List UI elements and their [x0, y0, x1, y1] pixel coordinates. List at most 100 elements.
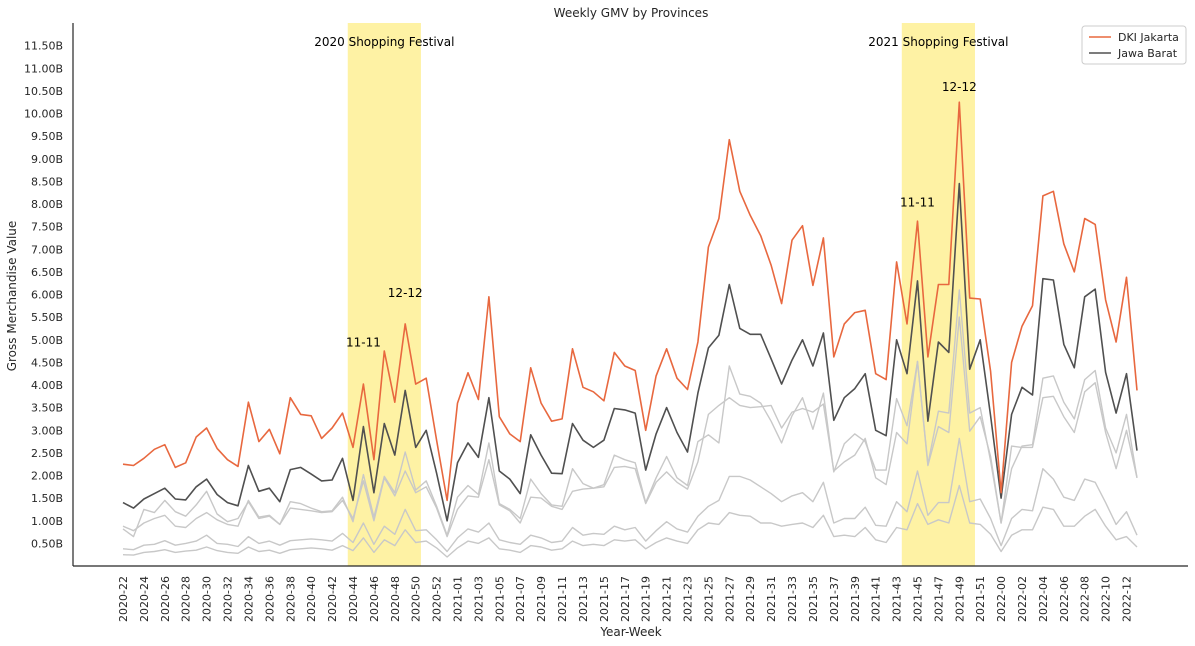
annotation-12-12: 12-12 [942, 80, 977, 94]
x-tick-label: 2021-23 [682, 576, 695, 622]
x-tick-label: 2021-27 [723, 576, 736, 622]
annotation-11-11: 11-11 [900, 195, 935, 209]
x-tick-label: 2021-33 [786, 576, 799, 622]
x-tick-label: 2021-15 [598, 576, 611, 622]
y-tick-label: 8.50B [31, 175, 63, 188]
highlight-band-2 [901, 23, 975, 566]
y-tick-label: 8.00B [31, 198, 63, 211]
x-tick-label: 2020-30 [201, 576, 214, 622]
y-tick-label: 10.00B [24, 108, 63, 121]
y-tick-label: 7.00B [31, 243, 63, 256]
x-tick-label: 2020-28 [180, 576, 193, 622]
y-tick-label: 9.00B [31, 153, 63, 166]
x-tick-label: 2021-11 [556, 576, 569, 622]
y-tick-label: 7.50B [31, 221, 63, 234]
x-tick-label: 2021-01 [452, 576, 465, 622]
x-tick-label: 2021-07 [514, 576, 527, 622]
y-tick-label: 3.50B [31, 402, 63, 415]
legend-label-jawa-barat: Jawa Barat [1117, 47, 1178, 60]
annotation-12-12: 12-12 [388, 286, 423, 300]
x-tick-label: 2021-43 [891, 576, 904, 622]
x-tick-label: 2021-05 [493, 576, 506, 622]
x-tick-label: 2020-42 [326, 576, 339, 622]
highlight-bands: 2020 Shopping Festival 2021 Shopping Fest… [314, 23, 1008, 566]
x-tick-label: 2020-22 [117, 576, 130, 622]
x-tick-label: 2020-44 [347, 576, 360, 622]
highlight-label-2: 2021 Shopping Festival [868, 35, 1008, 49]
y-tick-label: 0.50B [31, 537, 63, 550]
y-tick-label: 10.50B [24, 85, 63, 98]
x-tick-label: 2020-24 [138, 576, 151, 622]
y-tick-label: 5.00B [31, 334, 63, 347]
y-tick-label: 1.00B [31, 515, 63, 528]
y-tick-label: 6.00B [31, 289, 63, 302]
x-tick-label: 2022-12 [1121, 576, 1134, 622]
y-tick-label: 11.00B [24, 62, 63, 75]
x-tick-label: 2021-03 [472, 576, 485, 622]
series-line-other-province-2 [122, 316, 1138, 538]
x-tick-label: 2020-32 [222, 576, 235, 622]
chart-title: Weekly GMV by Provinces [554, 6, 709, 20]
highlight-band-1 [347, 23, 421, 566]
annotations: 11-11 12-12 11-11 12-12 [346, 80, 977, 350]
y-tick-label: 4.50B [31, 356, 63, 369]
x-tick-label: 2022-10 [1100, 576, 1113, 622]
x-axis-ticks: 2020-22 2020-24 2020-26 2020-28 2020-30 2020-… [117, 576, 1134, 622]
series-line-jawa-barat [122, 182, 1138, 522]
y-tick-label: 2.50B [31, 447, 63, 460]
series-lines [122, 101, 1138, 558]
x-tick-label: 2021-39 [849, 576, 862, 622]
x-tick-label: 2021-31 [765, 576, 778, 622]
x-tick-label: 2020-36 [263, 576, 276, 622]
x-tick-label: 2021-25 [702, 576, 715, 622]
x-tick-label: 2021-17 [619, 576, 632, 622]
x-tick-label: 2021-41 [870, 576, 883, 622]
legend: DKI Jakarta Jawa Barat [1081, 25, 1187, 65]
y-tick-label: 5.50B [31, 311, 63, 324]
x-tick-label: 2021-21 [661, 576, 674, 622]
axes [72, 23, 1188, 567]
x-tick-label: 2020-40 [305, 576, 318, 622]
y-tick-label: 1.50B [31, 492, 63, 505]
y-tick-label: 2.00B [31, 470, 63, 483]
x-tick-label: 2020-34 [242, 576, 255, 622]
x-tick-label: 2022-04 [1037, 576, 1050, 622]
x-tick-label: 2022-06 [1058, 576, 1071, 622]
series-line-other-province-1 [122, 289, 1138, 536]
x-tick-label: 2020-50 [410, 576, 423, 622]
series-line-other-province-3 [122, 437, 1138, 553]
x-tick-label: 2021-29 [744, 576, 757, 622]
y-tick-label: 4.00B [31, 379, 63, 392]
series-line-other-province-4 [122, 484, 1138, 558]
x-tick-label: 2021-51 [974, 576, 987, 622]
x-tick-label: 2021-49 [953, 576, 966, 622]
y-tick-label: 9.50B [31, 130, 63, 143]
highlight-label-1: 2020 Shopping Festival [314, 35, 454, 49]
y-tick-label: 6.50B [31, 266, 63, 279]
legend-box [1081, 25, 1187, 65]
x-tick-label: 2020-38 [284, 576, 297, 622]
x-tick-label: 2021-19 [640, 576, 653, 622]
series-line-dki-jakarta [122, 101, 1138, 502]
x-axis-title: Year-Week [599, 625, 661, 639]
x-tick-label: 2021-35 [807, 576, 820, 622]
y-axis-title: Gross Merchandise Value [5, 221, 19, 372]
x-tick-label: 2020-46 [368, 576, 381, 622]
x-tick-label: 2020-48 [389, 576, 402, 622]
x-tick-label: 2021-47 [932, 576, 945, 622]
y-axis-ticks: 0.50B 1.00B 1.50B 2.00B 2.50B 3.00B 3.50B 4.00B… [24, 40, 63, 551]
x-tick-label: 2020-52 [431, 576, 444, 622]
annotation-11-11: 11-11 [346, 336, 381, 350]
x-tick-label: 2021-37 [828, 576, 841, 622]
x-tick-label: 2021-45 [912, 576, 925, 622]
y-tick-label: 3.00B [31, 424, 63, 437]
x-tick-label: 2022-00 [995, 576, 1008, 622]
y-tick-label: 11.50B [24, 40, 63, 53]
x-tick-label: 2022-02 [1016, 576, 1029, 622]
x-tick-label: 2021-09 [535, 576, 548, 622]
x-tick-label: 2022-08 [1079, 576, 1092, 622]
x-tick-label: 2020-26 [159, 576, 172, 622]
legend-label-dki-jakarta: DKI Jakarta [1118, 31, 1179, 44]
x-tick-label: 2021-13 [577, 576, 590, 622]
